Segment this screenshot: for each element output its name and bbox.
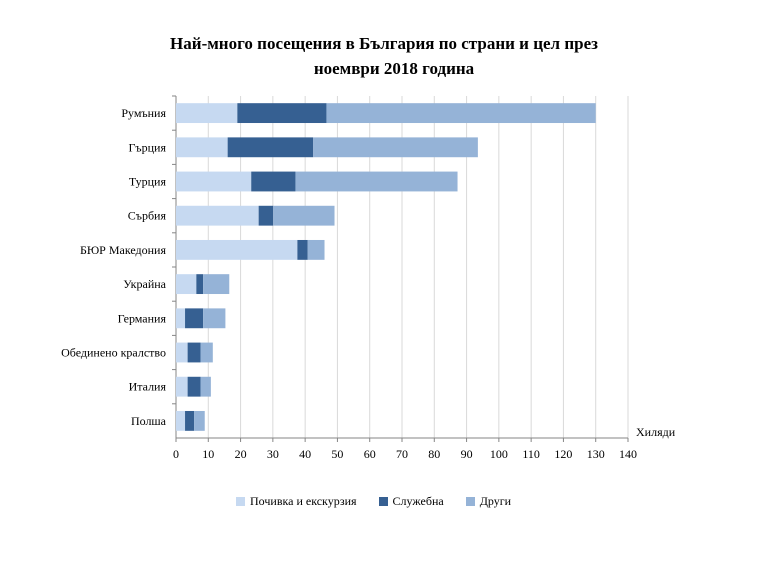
bar-segment [203, 308, 226, 329]
x-tick-label: 90 [461, 447, 473, 461]
y-tick-label: Румъния [121, 106, 166, 120]
legend-swatch [236, 497, 245, 506]
x-axis-unit-label: Хиляди [636, 425, 676, 439]
bar-segment [176, 274, 197, 295]
bar-segment [295, 171, 458, 192]
bar-segment [196, 274, 204, 295]
y-tick-label: Полша [131, 414, 167, 428]
x-tick-label: 120 [554, 447, 572, 461]
bar-segment [307, 239, 325, 260]
y-tick-label: Сърбия [128, 209, 167, 223]
x-tick-label: 70 [396, 447, 408, 461]
y-tick-label: Украйна [123, 277, 166, 291]
legend-item: Почивка и екскурзия [236, 494, 357, 509]
x-tick-label: 30 [267, 447, 279, 461]
legend-label: Служебна [392, 494, 444, 508]
bar-segment [185, 410, 195, 431]
x-tick-label: 60 [364, 447, 376, 461]
y-tick-label: БЮР Македония [80, 243, 167, 257]
bar-segment [203, 274, 230, 295]
x-tick-label: 10 [202, 447, 214, 461]
legend-label: Други [479, 494, 512, 508]
chart-title-line1: Най-много посещения в България по страни… [170, 34, 598, 53]
legend-item: Други [465, 494, 512, 509]
bar-segment [297, 239, 308, 260]
y-tick-label: Турция [129, 175, 167, 189]
bar-segment [251, 171, 296, 192]
x-tick-label: 110 [522, 447, 540, 461]
legend-label: Почивка и екскурзия [250, 494, 357, 508]
bar-segment [200, 376, 211, 397]
bar-segment [326, 103, 596, 124]
y-tick-label: Обединено кралство [61, 346, 166, 360]
bar-segment [176, 239, 298, 260]
y-tick-label: Гърция [128, 140, 166, 154]
chart-title-line2: ноември 2018 година [313, 59, 475, 78]
bar-segment [176, 410, 186, 431]
x-tick-label: 20 [235, 447, 247, 461]
bar-segment [313, 137, 478, 158]
legend: Почивка и екскурзия Служебна Други [236, 494, 511, 509]
bar-segment [176, 376, 188, 397]
bar-segment [176, 171, 252, 192]
bar-segment [176, 103, 238, 124]
bar-segment [273, 205, 335, 226]
bar-segment [200, 342, 213, 363]
x-tick-label: 140 [619, 447, 637, 461]
bar-segment [185, 308, 204, 329]
bar-segment [237, 103, 327, 124]
legend-swatch [378, 497, 388, 506]
legend-swatch [465, 497, 475, 506]
bar-segment [176, 308, 186, 329]
x-tick-label: 80 [428, 447, 440, 461]
x-tick-label: 50 [331, 447, 343, 461]
bar-segment [258, 205, 274, 226]
bar-segment [176, 137, 228, 158]
bar-segment [176, 342, 188, 363]
bar-segment [176, 205, 259, 226]
bar-segment [187, 376, 201, 397]
legend-item: Служебна [378, 494, 444, 509]
bar-segment [187, 342, 201, 363]
x-tick-label: 100 [490, 447, 508, 461]
x-tick-label: 130 [587, 447, 605, 461]
bar-segment [194, 410, 205, 431]
bar-segment [227, 137, 314, 158]
x-tick-label: 0 [173, 447, 179, 461]
y-tick-label: Италия [129, 380, 167, 394]
x-tick-label: 40 [299, 447, 311, 461]
y-tick-label: Германия [118, 311, 167, 325]
